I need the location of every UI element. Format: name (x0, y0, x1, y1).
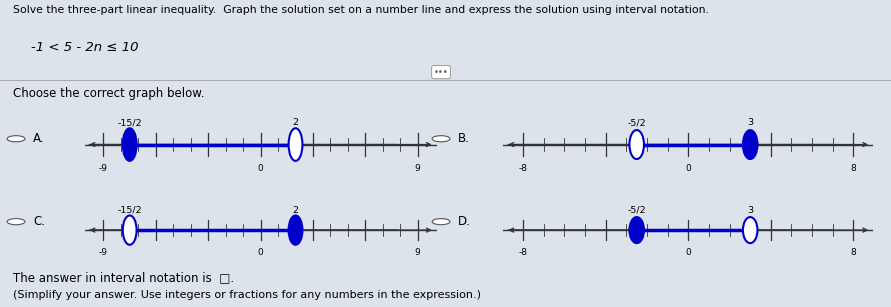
Text: -8: -8 (519, 248, 527, 257)
Text: 2: 2 (292, 118, 298, 127)
Text: -5/2: -5/2 (627, 206, 646, 215)
Text: 3: 3 (748, 206, 753, 215)
Text: -15/2: -15/2 (118, 118, 142, 127)
Text: (Simplify your answer. Use integers or fractions for any numbers in the expressi: (Simplify your answer. Use integers or f… (13, 290, 481, 300)
Text: 0: 0 (257, 164, 264, 173)
Text: Solve the three-part linear inequality.  Graph the solution set on a number line: Solve the three-part linear inequality. … (13, 5, 709, 15)
Text: -9: -9 (99, 248, 108, 257)
Circle shape (629, 217, 644, 243)
Circle shape (629, 130, 644, 159)
Text: 8: 8 (851, 248, 856, 257)
Text: -5/2: -5/2 (627, 118, 646, 127)
Text: 0: 0 (685, 248, 691, 257)
Text: 0: 0 (257, 248, 264, 257)
Text: 0: 0 (685, 164, 691, 173)
Circle shape (7, 136, 25, 142)
Text: 8: 8 (851, 164, 856, 173)
Circle shape (289, 216, 302, 245)
Text: 9: 9 (415, 248, 421, 257)
Text: C.: C. (33, 215, 45, 228)
Circle shape (743, 217, 757, 243)
Circle shape (743, 130, 757, 159)
Text: Choose the correct graph below.: Choose the correct graph below. (13, 87, 205, 100)
Circle shape (123, 216, 136, 245)
Text: The answer in interval notation is  □.: The answer in interval notation is □. (13, 272, 234, 285)
Circle shape (123, 128, 136, 161)
Circle shape (432, 219, 450, 225)
Text: •••: ••• (434, 68, 448, 77)
Text: 2: 2 (292, 206, 298, 215)
Text: A.: A. (33, 132, 45, 145)
Circle shape (289, 128, 302, 161)
Text: -9: -9 (99, 164, 108, 173)
Text: -1 < 5 - 2n ≤ 10: -1 < 5 - 2n ≤ 10 (31, 41, 139, 54)
Text: 3: 3 (748, 118, 753, 127)
Text: -15/2: -15/2 (118, 206, 142, 215)
Circle shape (7, 219, 25, 225)
Text: B.: B. (458, 132, 470, 145)
Text: 9: 9 (415, 164, 421, 173)
Circle shape (432, 136, 450, 142)
Text: D.: D. (458, 215, 470, 228)
Text: -8: -8 (519, 164, 527, 173)
